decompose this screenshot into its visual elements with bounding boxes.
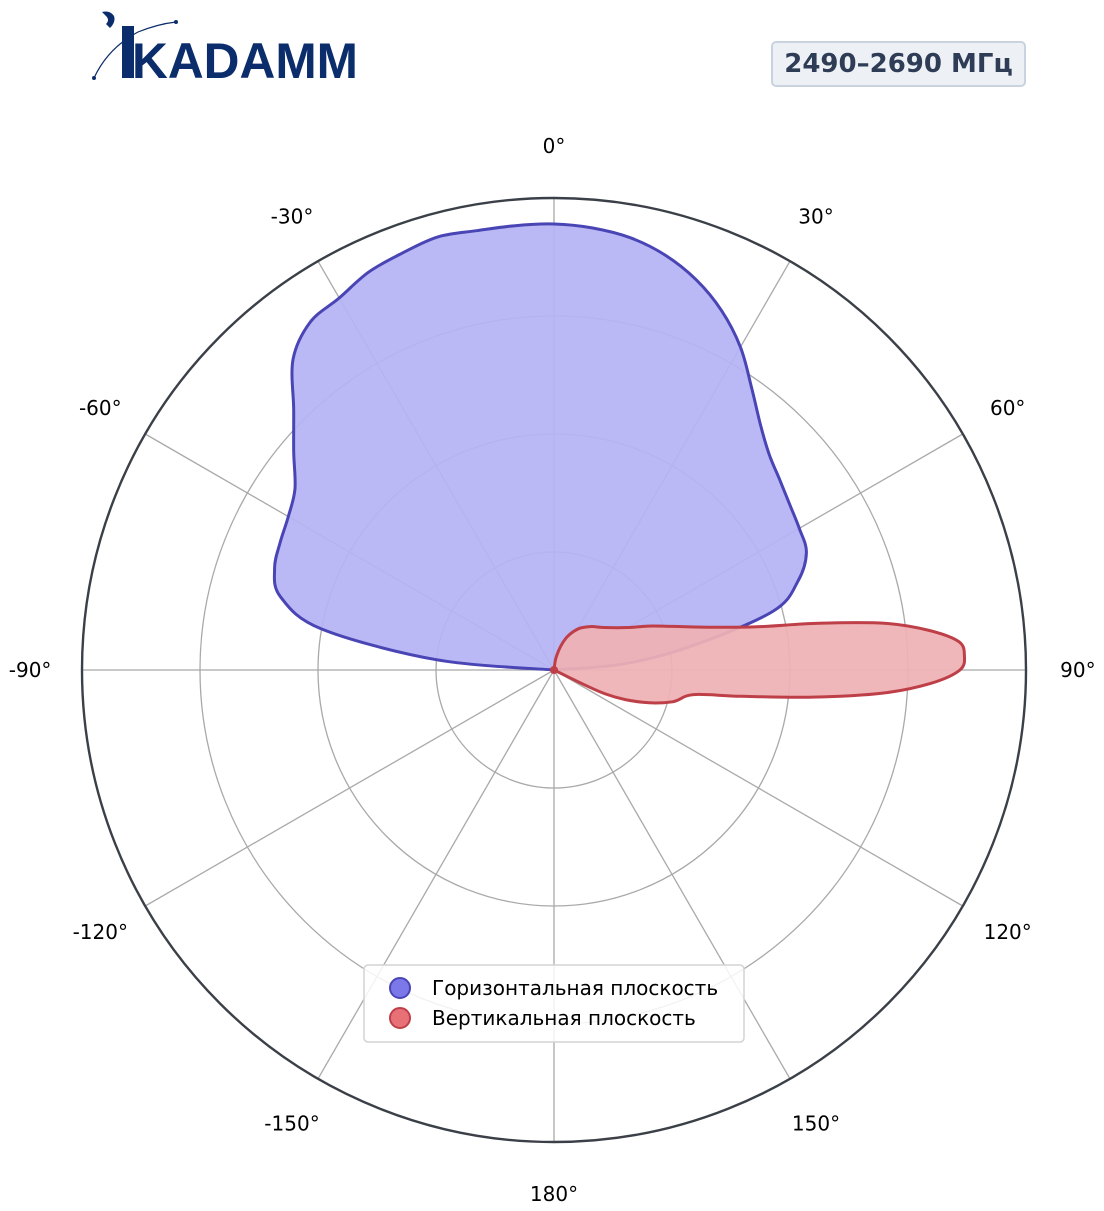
angular-gridline: [144, 669, 555, 907]
angle-tick-label: -120°: [73, 920, 128, 944]
legend-label-vertical: Вертикальная плоскость: [432, 1006, 696, 1030]
angle-tick-label: 0°: [543, 134, 566, 158]
legend-label-horizontal: Горизонтальная плоскость: [432, 976, 718, 1000]
kadamm-logo: KADAMM: [92, 11, 358, 88]
outer-ring: [80, 196, 1028, 1144]
angle-tick-label: -90°: [9, 658, 52, 682]
angle-tick-label: -60°: [79, 396, 122, 420]
angular-gridline: [553, 669, 964, 907]
angle-tick-label: 180°: [530, 1182, 578, 1206]
angle-tick-label: 60°: [990, 396, 1025, 420]
angle-tick-label: -30°: [271, 204, 314, 228]
band-badge: 2490–2690 МГц: [771, 41, 1026, 87]
legend-marker-vertical: [389, 1007, 411, 1029]
origin-point: [550, 666, 558, 674]
angle-tick-label: 150°: [792, 1112, 840, 1136]
legend: Горизонтальная плоскость Вертикальная пл…: [363, 964, 745, 1043]
angle-tick-label: 90°: [1060, 658, 1095, 682]
vertical-pattern-area: [552, 621, 967, 705]
angle-tick-label: 30°: [798, 204, 833, 228]
logo-text: KADAMM: [132, 33, 358, 88]
angular-gridline: [553, 669, 791, 1080]
series-layer: [272, 222, 967, 705]
angle-labels: 0° 30° 60° 90° 120° 150° 180° -150° -120° -90° -60…: [9, 134, 1096, 1206]
legend-marker-horizontal: [389, 977, 411, 999]
legend-frame: [363, 964, 745, 1043]
outer-layer: [80, 196, 1028, 1144]
angle-tick-label: 120°: [984, 920, 1032, 944]
angle-tick-label: -150°: [264, 1112, 319, 1136]
horizontal-pattern-area: [272, 222, 808, 672]
angular-gridline: [317, 669, 555, 1080]
